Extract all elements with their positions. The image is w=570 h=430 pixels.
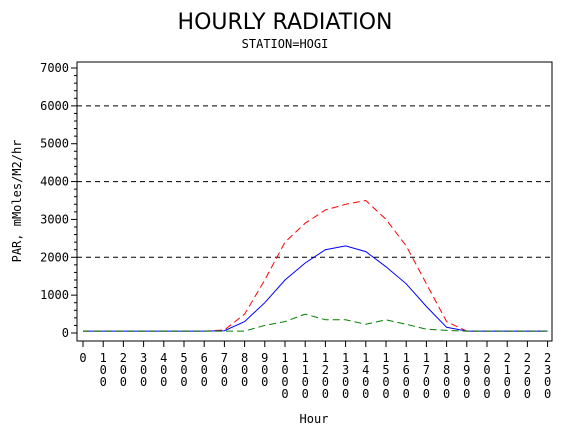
y-tick-label: 3000 <box>40 212 69 226</box>
y-axis-label: PAR, mMoles/M2/hr <box>10 140 24 263</box>
series-line-1 <box>83 199 548 332</box>
y-tick-label: 7000 <box>40 61 69 75</box>
chart-title: HOURLY RADIATION <box>178 10 393 35</box>
series-line-3 <box>83 313 548 332</box>
reference-lines <box>77 105 552 258</box>
x-tick-label: 0 <box>79 351 86 365</box>
y-tick-label: 1000 <box>40 288 69 302</box>
y-tick-label: 6000 <box>40 99 69 113</box>
x-axis: 0 1 0 0 2 0 0 3 0 0 4 0 0 5 0 0 6 0 0 7 0 0 8 0 0 9 0 0 1 0 0 0 1 1 0 0 1 2 0 0… <box>79 341 551 401</box>
plot-frame <box>76 61 553 342</box>
series-line-2 <box>83 245 548 332</box>
y-tick-label: 0 <box>62 326 69 340</box>
x-axis-label: Hour <box>300 412 329 426</box>
y-tick-label: 5000 <box>40 137 69 151</box>
series-layer <box>83 199 548 332</box>
y-tick-label: 4000 <box>40 175 69 189</box>
y-axis: 0 1000 2000 3000 4000 5000 6000 7000 <box>40 61 77 340</box>
chart-subtitle: STATION=HOGI <box>242 37 329 51</box>
y-tick-label: 2000 <box>40 250 69 264</box>
